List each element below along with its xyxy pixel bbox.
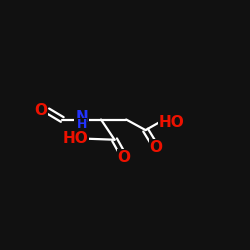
Text: O: O — [118, 150, 131, 164]
Text: O: O — [150, 140, 163, 155]
Text: HO: HO — [63, 131, 88, 146]
Text: N: N — [75, 110, 88, 125]
Text: H: H — [76, 118, 87, 131]
Text: HO: HO — [159, 115, 185, 130]
Text: O: O — [35, 103, 48, 118]
